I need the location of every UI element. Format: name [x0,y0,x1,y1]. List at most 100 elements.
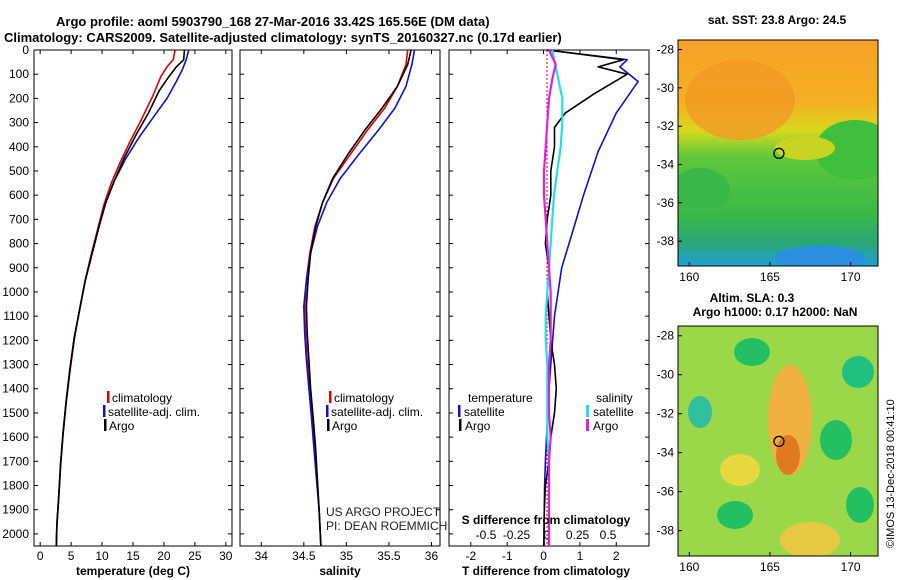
depth-tick-label: 1900 [2,503,29,517]
s-diff-tick-label: 0.5 [600,528,617,542]
legend-title-temperature: temperature [468,391,533,405]
x-tick-label: 25 [188,549,202,563]
depth-tick-label: 200 [9,91,29,105]
lon-tick-label: 165 [760,270,780,284]
series-line-climatology [303,49,409,547]
legend-swatch-s-satellite [586,405,589,417]
series-line-argo [305,49,412,547]
legend-swatch-argo [327,419,330,431]
lat-tick-label: -32 [657,119,675,133]
depth-tick-label: 0 [22,43,29,57]
difference-axis-label: T difference from climatology [462,564,630,578]
x-tick-label: 5 [68,549,75,563]
credit-project: US ARGO PROJECT [326,505,441,519]
s-diff-tick-label: 0.25 [566,528,590,542]
legend-title-salinity: salinity [596,391,633,405]
sst-yellow-patch [775,136,835,160]
salinity-axis-label: salinity [319,564,361,578]
figure-title-line1: Argo profile: aoml 5903790_168 27-Mar-20… [56,14,490,29]
legend-swatch-t-argo [459,419,462,431]
lat-tick-label: -36 [657,196,675,210]
lat-tick-label: -38 [657,234,675,248]
s-diff-tick-label: -0.25 [503,528,531,542]
temperature-axis-label: temperature (deg C) [76,564,190,578]
lon-tick-label: 170 [841,560,861,574]
legend-label-s-satellite: satellite [593,405,634,419]
legend-label-s-argo: Argo [593,419,619,433]
legend-label-t-satellite: satellite [464,405,505,419]
x-tick-label: 20 [157,549,171,563]
depth-tick-label: 1300 [2,358,29,372]
temperature-x-axis: 0 5 10 15 20 25 30 [37,50,233,563]
depth-tick-label: 1500 [2,406,29,420]
sst-blue-patch [775,246,865,266]
lat-tick-label: -28 [657,329,675,343]
lat-tick-label: -36 [657,485,675,499]
salinity-x-axis: 34 34.5 35 35.5 36 [255,50,439,563]
depth-tick-label: 2000 [2,527,29,541]
sst-warm-patch [685,60,795,140]
sla-map [678,326,878,556]
lat-tick-label: -38 [657,524,675,538]
sst-float-marker [773,147,785,160]
depth-tick-label: 700 [9,212,29,226]
credit-pi: PI: DEAN ROEMMICH [326,519,447,533]
depth-tick-label: 800 [9,237,29,251]
temperature-panel-frame [33,49,233,547]
x-tick-label: 0 [540,549,547,563]
salinity-panel-frame [239,49,441,547]
salinity-difference-axis-label: S difference from climatology [462,513,631,527]
depth-tick-label: 1400 [2,382,29,396]
difference-x-axis: -2 -1 0 1 2 [465,50,620,563]
profile-series [55,49,639,547]
sla-float-marker [773,435,785,448]
legend-label-t-argo: Argo [465,419,491,433]
x-tick-label: 10 [95,549,109,563]
lat-tick-label: -28 [657,43,675,57]
x-tick-label: 35 [340,549,354,563]
sla-low-patch [820,420,852,460]
x-tick-label: -1 [502,549,513,563]
salinity-legend: climatology satellite-adj. clim. Argo [326,391,423,433]
depth-tick-label: 1700 [2,454,29,468]
legend-swatch-t-satellite [458,405,461,417]
sst-map-frame [677,39,879,267]
imos-watermark: ©IMOS 13-Dec-2018 00:41:10 [885,399,897,548]
sla-map-title-line2: Argo h1000: 0.17 h2000: NaN [693,305,858,319]
sla-high-patch [776,435,800,475]
sst-map-axes: -28 -30 -32 -34 -36 -38 160 165 170 [657,43,861,284]
x-tick-label: 0 [37,549,44,563]
series-line-climatology [55,49,176,547]
salinity-difference-axis: -0.5-0.2500.250.5 [476,528,617,542]
legend-label-argo: Argo [109,419,135,433]
lat-tick-label: -32 [657,407,675,421]
legend-swatch-climatology [329,391,332,403]
x-tick-label: 35.5 [377,549,401,563]
sla-mid-patch [720,454,760,486]
sla-low-patch [688,396,712,428]
legend-label-climatology: climatology [112,391,172,405]
legend-swatch-satellite [103,405,106,417]
difference-legend: temperature satellite Argo salinity sate… [458,391,634,433]
depth-tick-label: 100 [9,67,29,81]
legend-swatch-climatology [107,391,110,403]
depth-tick-label: 1800 [2,479,29,493]
depth-tick-label: 900 [9,261,29,275]
lat-tick-label: -34 [657,446,675,460]
lon-tick-label: 170 [841,270,861,284]
series-line-satellite-adj-clim- [55,49,190,547]
legend-swatch-argo [104,419,107,431]
depth-tick-label: 1000 [2,285,29,299]
lon-tick-label: 160 [679,560,699,574]
x-tick-label: 30 [219,549,233,563]
series-line-argo [542,49,557,546]
legend-label-argo: Argo [332,419,358,433]
depth-tick-label: 300 [9,116,29,130]
series-line-satellite-adj-clim- [302,49,416,547]
sst-map-title: sat. SST: 23.8 Argo: 24.5 [708,13,847,27]
x-tick-label: 36 [425,549,439,563]
sla-map-axes: -28 -30 -32 -34 -36 -38 160 165 170 [657,329,861,574]
sst-cool-patch [678,168,730,212]
figure-title-line2: Climatology: CARS2009. Satellite-adjuste… [4,30,562,45]
